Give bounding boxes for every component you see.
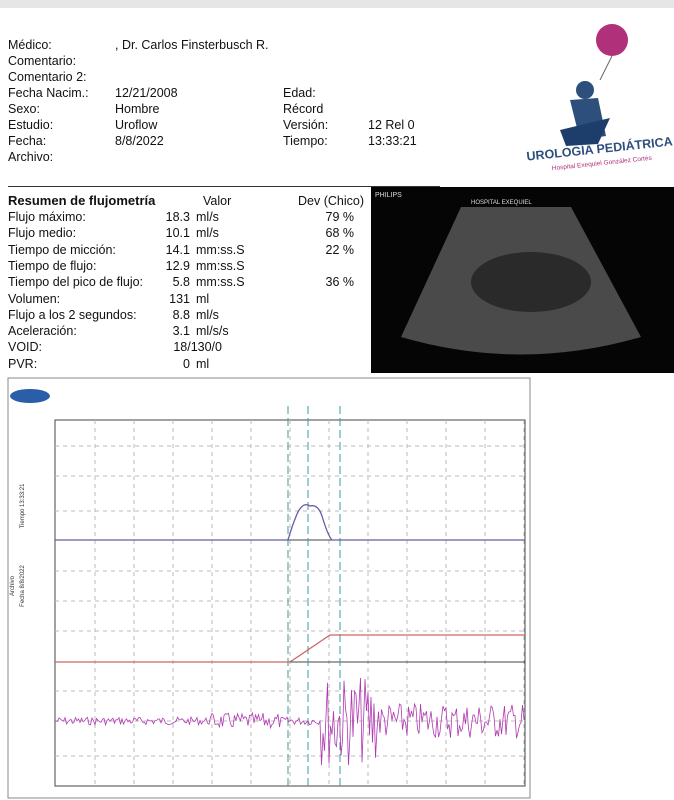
column-header: Resumen de flujometría	[8, 193, 156, 208]
ultrasound-organ	[471, 252, 591, 312]
row-value: 14.1	[165, 242, 190, 257]
row-value: 8.8	[172, 307, 190, 322]
row-dev: 22 %	[325, 242, 355, 257]
logo-balloon	[596, 24, 628, 56]
row-unit: ml/s/s	[196, 324, 229, 339]
field-label: Médico:	[8, 38, 52, 52]
field-label: Fecha Nacim.:	[8, 86, 89, 100]
row-label: Tiempo de flujo:	[8, 258, 97, 273]
row-value: 5.8	[172, 275, 190, 290]
field-value: , Dr. Carlos Finsterbusch R.	[115, 38, 269, 52]
row-label: PVR:	[8, 356, 38, 371]
column-header: Valor	[203, 194, 232, 208]
row-value: 18/130/0	[173, 340, 222, 355]
field-label: Edad:	[283, 86, 316, 100]
row-unit: ml	[196, 356, 210, 371]
field-label: Versión:	[283, 118, 329, 132]
row-value: 10.1	[165, 226, 190, 241]
row-value: 131	[169, 291, 190, 306]
row-value: 18.3	[165, 210, 190, 224]
row-unit: ml	[196, 291, 210, 306]
field-label: Récord	[283, 102, 324, 116]
row-unit: mm:ss.S	[196, 275, 245, 290]
row-label: VOID:	[8, 340, 43, 355]
volume-curve	[55, 634, 525, 663]
row-label: Tiempo del pico de flujo:	[8, 275, 144, 290]
row-dev: 79 %	[325, 210, 355, 224]
side-label: Archivo	[10, 575, 16, 596]
field-label: Fecha:	[8, 134, 47, 148]
row-label: Flujo a los 2 segundos:	[8, 307, 137, 322]
flow-curve	[55, 503, 525, 541]
row-value: 0	[183, 356, 190, 371]
field-label: Comentario:	[8, 54, 77, 68]
row-label: Flujo máximo:	[8, 210, 86, 224]
logo-head	[576, 81, 594, 99]
row-unit: mm:ss.S	[196, 242, 245, 257]
field-value: 12 Rel 0	[368, 118, 415, 132]
column-header: Dev (Chico)	[298, 194, 364, 208]
emg-trace	[54, 677, 525, 766]
side-label: Fecha 8/8/2022	[20, 564, 26, 606]
uroflow-trace: Tiempo 13:33:21 Fecha 8/8/2022 Archivo	[7, 377, 531, 799]
row-value: 12.9	[165, 258, 190, 273]
row-label: Flujo medio:	[8, 226, 77, 241]
row-label: Volumen:	[8, 291, 61, 306]
side-label: Tiempo 13:33:21	[20, 483, 26, 528]
row-unit: ml/s	[196, 226, 219, 241]
field-label: Archivo:	[8, 150, 54, 164]
row-label: Aceleración:	[8, 324, 77, 339]
field-label: Estudio:	[8, 118, 54, 132]
ultrasound-image: PHILIPS HOSPITAL EXEQUIEL	[371, 187, 674, 373]
field-label: Comentario 2:	[8, 70, 87, 84]
top-strip	[0, 0, 674, 8]
ultrasound-brand: PHILIPS	[375, 192, 402, 199]
separator	[8, 186, 440, 187]
field-value: Hombre	[115, 102, 160, 116]
row-dev: 68 %	[325, 226, 355, 241]
trace-frame	[7, 377, 531, 799]
field-value: 8/8/2022	[115, 134, 164, 148]
field-value: 12/21/2008	[115, 86, 178, 100]
field-label: Tiempo:	[283, 134, 328, 148]
row-unit: mm:ss.S	[196, 258, 245, 273]
field-value: Uroflow	[115, 118, 158, 132]
field-label: Sexo:	[8, 102, 40, 116]
row-unit: ml/s	[196, 307, 219, 322]
ultrasound-hospital: HOSPITAL EXEQUIEL	[471, 200, 532, 206]
row-value: 3.1	[172, 324, 190, 339]
trace-logo	[10, 389, 50, 403]
field-value: 13:33:21	[368, 134, 417, 148]
row-label: Tiempo de micción:	[8, 242, 116, 257]
logo-legs	[560, 118, 610, 146]
row-unit: ml/s	[196, 210, 219, 224]
logo: UROLOGÍA PEDIÁTRICA Hospital Exequiel Go…	[526, 24, 673, 172]
logo-string	[599, 55, 613, 81]
row-dev: 36 %	[325, 275, 355, 290]
